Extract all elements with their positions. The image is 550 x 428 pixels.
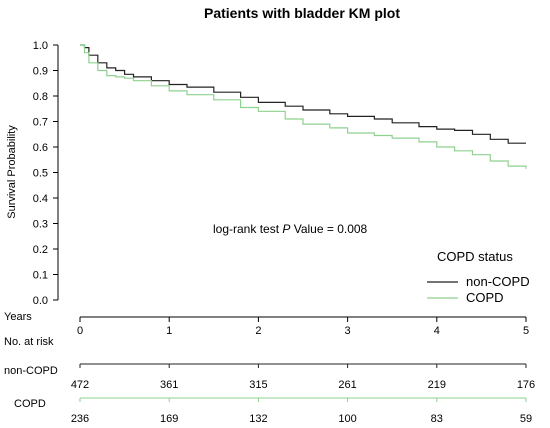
survival-curve-copd [80,44,527,169]
x-tick-label: 5 [523,325,529,337]
risk-count: 169 [160,413,178,425]
annotation-prefix: log-rank test [213,222,282,236]
y-tick-label: 0.7 [33,117,48,129]
plot-area [80,44,527,169]
y-tick-label: 0.8 [33,91,48,103]
risk-count: 261 [338,379,356,391]
legend: COPD status non-COPD COPD [427,249,530,305]
legend-title: COPD status [437,249,513,264]
y-tick-label: 0.2 [33,244,48,256]
y-tick-label: 0.5 [33,168,48,180]
x-axis: 0 1 2 3 4 5 [77,316,529,337]
x-tick-label: 0 [77,325,83,337]
y-tick-label: 0.3 [33,219,48,231]
y-tick-label: 0.9 [33,66,48,78]
legend-label-copd: COPD [466,290,504,305]
chart-title: Patients with bladder KM plot [204,5,400,21]
risk-row-label-copd: COPD [14,398,46,410]
y-tick-label: 0.0 [33,295,48,307]
annotation-p: P [282,222,290,236]
annotation-suffix: Value = 0.008 [290,222,367,236]
y-tick-label: 1.0 [33,40,48,52]
risk-count: 132 [249,413,267,425]
legend-label-non-copd: non-COPD [466,274,530,289]
risk-count: 83 [431,413,443,425]
risk-count: 315 [249,379,267,391]
x-tick-label: 3 [345,325,351,337]
risk-count: 100 [338,413,356,425]
x-axis-label: Years [4,311,32,323]
risk-row-label-non-copd: non-COPD [4,365,58,377]
y-axis: 0.0 0.1 0.2 0.3 0.4 0.5 0.6 0.7 0.8 0.9 1.0 [33,40,59,307]
survival-curve-non-copd [80,44,526,144]
y-axis-label: Survival Probability [6,125,18,219]
risk-table-title: No. at risk [4,336,54,348]
x-tick-label: 2 [255,325,261,337]
risk-table: non-COPD COPD 472 361 315 261 219 176 236 169 13… [4,363,535,425]
x-tick-label: 1 [166,325,172,337]
p-value-annotation: log-rank test P Value = 0.008 [213,222,368,236]
risk-count: 176 [517,379,535,391]
risk-count: 59 [520,413,532,425]
risk-count: 219 [428,379,446,391]
risk-count: 472 [71,379,89,391]
y-tick-label: 0.6 [33,142,48,154]
y-tick-label: 0.4 [33,193,48,205]
risk-count: 236 [71,413,89,425]
risk-count: 361 [160,379,178,391]
y-tick-label: 0.1 [33,270,48,282]
x-tick-label: 4 [434,325,440,337]
